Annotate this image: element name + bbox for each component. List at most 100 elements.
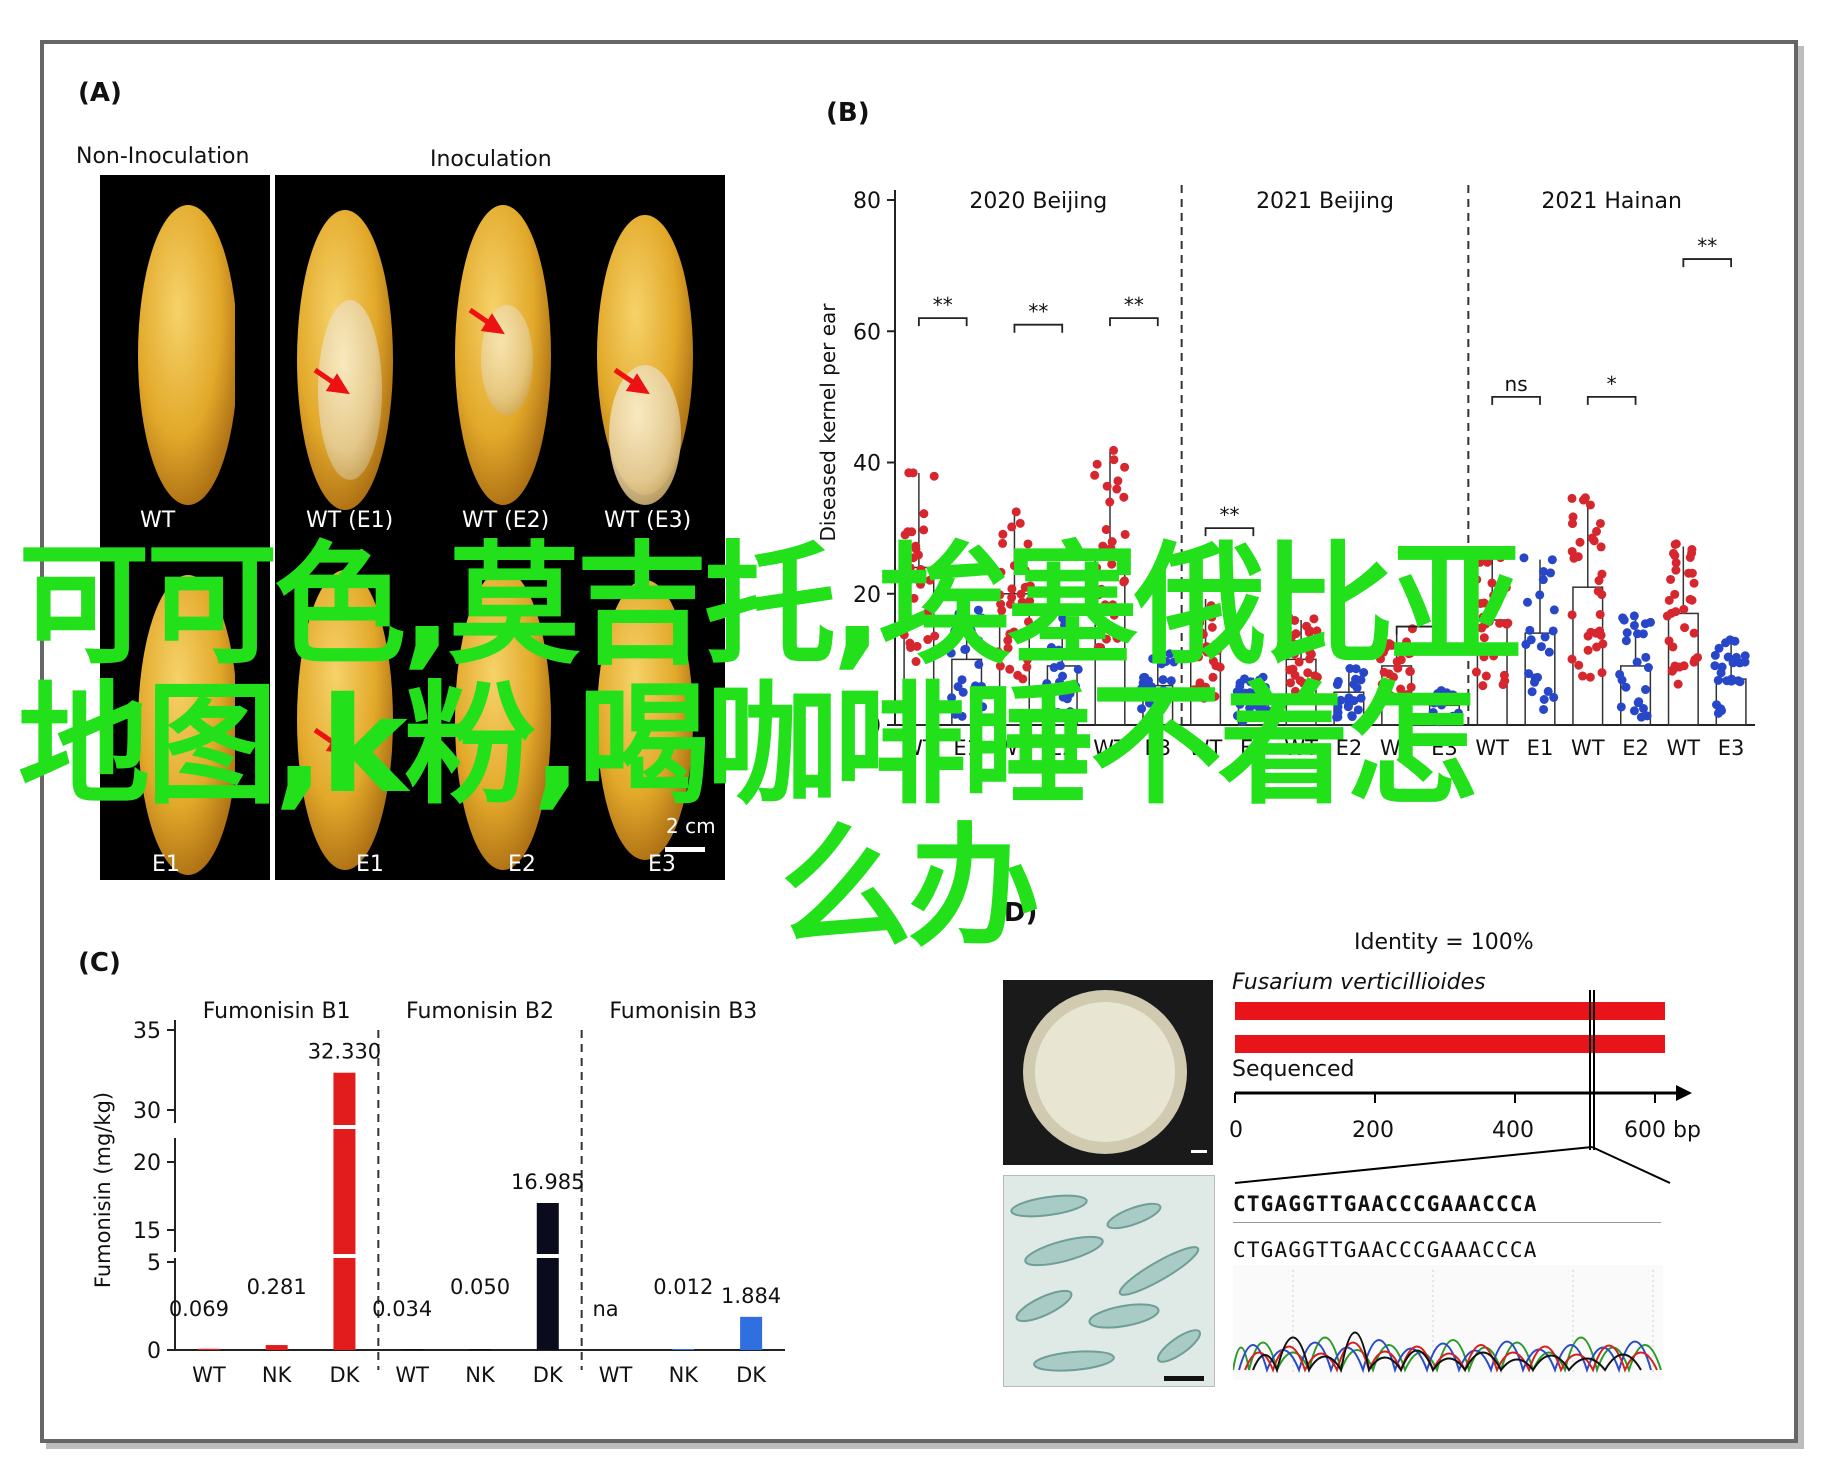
b-data-point <box>1596 542 1606 552</box>
b-data-point <box>1379 667 1389 677</box>
b-data-point <box>1539 695 1549 705</box>
b-data-point <box>1640 619 1650 629</box>
b-data-point <box>1059 620 1069 630</box>
b-data-point <box>1100 587 1110 597</box>
b-data-point <box>958 687 968 697</box>
b-data-point <box>1389 672 1399 682</box>
b-data-point <box>1404 649 1414 659</box>
b-data-point <box>1158 685 1168 695</box>
b-data-point <box>1281 696 1291 706</box>
b-data-point <box>1494 590 1504 600</box>
c-y-tick-label: 20 <box>133 1151 161 1176</box>
b-data-point <box>1595 609 1605 619</box>
c-x-tick-label: DK <box>329 1363 360 1387</box>
b-data-point <box>1472 646 1482 656</box>
b-data-point <box>1017 597 1027 607</box>
scale-bar-label: 2 cm <box>666 814 716 838</box>
b-data-point <box>1567 654 1577 664</box>
bp-tick-200: 200 <box>1352 1118 1394 1143</box>
b-data-point <box>1299 638 1309 648</box>
b-data-point <box>1433 713 1443 723</box>
b-data-point <box>925 575 935 585</box>
b-data-point <box>1381 687 1391 697</box>
b-data-point <box>1090 574 1100 584</box>
b-data-point <box>1195 618 1205 628</box>
b-data-point <box>1304 625 1314 635</box>
b-data-point <box>1721 638 1731 648</box>
b-data-point <box>1263 706 1273 716</box>
b-data-point <box>1621 636 1631 646</box>
b-data-point <box>1713 675 1723 685</box>
b-group-title: 2020 Beijing <box>969 189 1107 214</box>
b-data-point <box>1479 652 1489 662</box>
c-y-tick-label: 35 <box>133 1019 161 1044</box>
c-value-label: 0.034 <box>372 1297 432 1321</box>
b-data-point <box>1585 672 1595 682</box>
b-data-point <box>1194 652 1204 662</box>
b-data-point <box>1629 620 1639 630</box>
b-data-point <box>1375 654 1385 664</box>
b-x-tick-label: WT <box>998 736 1032 760</box>
b-data-point <box>1568 512 1578 522</box>
species-label: Fusarium verticillioides <box>1232 970 1486 995</box>
b-x-tick-label: E3 <box>1718 736 1745 760</box>
b-data-point <box>1580 493 1590 503</box>
b-data-point <box>950 626 960 636</box>
b-data-point <box>1687 595 1697 605</box>
b-data-point <box>1332 680 1342 690</box>
b-significance-bracket <box>1109 317 1159 327</box>
b-data-point <box>1589 536 1599 546</box>
b-data-point <box>1568 519 1578 529</box>
b-x-tick-label: WT <box>902 736 936 760</box>
b-data-point <box>1539 567 1549 577</box>
b-data-point <box>911 541 921 551</box>
b-data-point <box>995 590 1005 600</box>
b-significance-bracket <box>917 317 968 327</box>
b-data-point <box>1567 546 1577 556</box>
b-data-point <box>1722 676 1732 686</box>
b-data-point <box>901 573 911 583</box>
b-data-point <box>1065 707 1075 717</box>
b-data-point <box>1303 668 1313 678</box>
b-data-point <box>1679 661 1689 671</box>
c-x-tick-label: NK <box>262 1363 293 1387</box>
b-significance-label: * <box>1607 372 1617 396</box>
b-data-point <box>1139 673 1149 683</box>
b-data-point <box>1022 655 1032 665</box>
overlay-text-line-3: 么办 <box>780 811 1040 965</box>
b-data-point <box>1046 643 1056 653</box>
c-y-tick-label: 5 <box>147 1251 161 1276</box>
b-data-point <box>1402 637 1412 647</box>
b-data-point <box>968 630 978 640</box>
corn-ears-image <box>297 205 705 870</box>
b-data-point <box>961 644 971 654</box>
b-data-point <box>1533 672 1543 682</box>
corn-label-e3: E3 <box>648 852 676 877</box>
b-data-point <box>1585 500 1595 510</box>
b-data-point <box>1526 635 1536 645</box>
reference-bar <box>1235 1002 1665 1020</box>
zoom-lines <box>1234 1146 1671 1184</box>
b-data-point <box>1198 629 1208 639</box>
b-data-point <box>1165 649 1175 659</box>
b-y-tick-label: 60 <box>853 320 881 345</box>
b-data-point <box>930 631 940 641</box>
b-data-point <box>1246 677 1256 687</box>
c-toxin-title: Fumonisin B3 <box>609 999 757 1024</box>
corn-label-wt: WT <box>140 508 176 533</box>
b-data-point <box>1567 610 1577 620</box>
b-x-tick-label: WT <box>1284 736 1318 760</box>
b-x-tick-label: E3 <box>1431 736 1458 760</box>
b-x-tick-label: E2 <box>1049 736 1076 760</box>
b-data-point <box>1710 650 1720 660</box>
overlay-text-line-2: 地图,k粉,喝咖啡睡不着怎 <box>18 669 1478 823</box>
b-data-point <box>1287 632 1297 642</box>
b-data-point <box>1679 604 1689 614</box>
header-non-inoculation: Non-Inoculation <box>76 144 250 169</box>
b-data-point <box>1689 578 1699 588</box>
b-data-point <box>977 613 987 623</box>
b-data-point <box>1662 611 1672 621</box>
b-data-point <box>1120 462 1130 472</box>
b-data-point <box>1731 652 1741 662</box>
b-data-point <box>1495 618 1505 628</box>
